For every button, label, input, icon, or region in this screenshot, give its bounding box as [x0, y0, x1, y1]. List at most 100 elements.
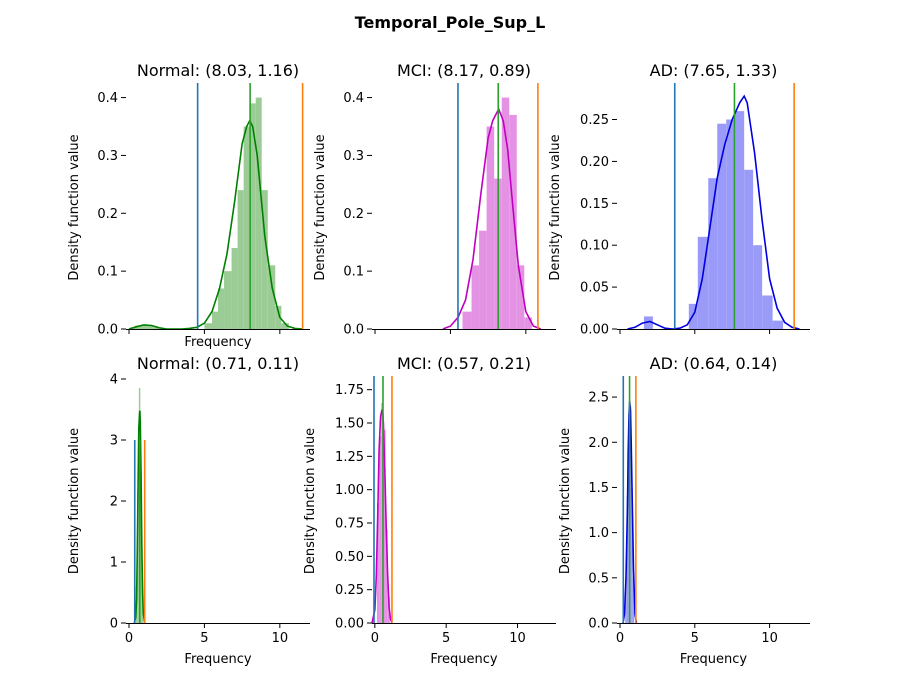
x-tick-label: 5	[691, 631, 699, 646]
y-tick-label: 4	[110, 373, 118, 388]
histogram-bar	[631, 487, 633, 623]
histogram-bar	[261, 190, 268, 329]
histogram-bar	[211, 311, 218, 329]
histogram-bar	[629, 406, 632, 623]
y-tick-label: 0.05	[580, 281, 609, 296]
x-tick-label: 0	[371, 631, 379, 646]
histogram-bar	[137, 488, 139, 623]
histogram-bar	[708, 178, 718, 329]
histogram-bar	[243, 126, 250, 329]
histogram-bar	[625, 577, 627, 623]
histogram-bar	[218, 288, 225, 329]
y-tick-label: 1	[110, 556, 118, 571]
histogram-bar	[237, 190, 244, 329]
kde-curve	[128, 118, 303, 330]
histogram-bar	[141, 324, 148, 329]
subplot-normal-top: 0.0 0.1 0.2 0.3 0.4 Normal: (8.03, 1.16) Frequ…	[67, 61, 310, 350]
histogram-bar	[735, 111, 745, 329]
histogram-bar	[376, 503, 380, 623]
histogram-bar	[385, 529, 388, 623]
y-axis-label: Density function value	[303, 428, 318, 574]
subplot-title: MCI: (8.17, 0.89)	[397, 61, 531, 80]
y-axis-label: Density function value	[313, 134, 328, 280]
histogram-bar	[383, 429, 386, 623]
x-tick-label: 5	[442, 631, 450, 646]
histogram-bar	[697, 236, 709, 329]
x-tick-label: 10	[272, 631, 289, 646]
x-tick-label: 5	[200, 631, 208, 646]
x-tick-label: 10	[761, 631, 778, 646]
histogram-bar	[267, 265, 276, 329]
subplot-mci-bottom: 0.00 0.25 0.50 0.75 1.00 1.25 1.50 1.75 0 5 10 MCI:…	[303, 354, 556, 667]
y-tick-label: 0.0	[97, 323, 118, 338]
y-tick-label: 2.5	[588, 391, 609, 406]
subplot-title: Normal: (8.03, 1.16)	[137, 61, 299, 80]
y-tick-label: 0.2	[97, 207, 118, 222]
y-tick-label: 3	[110, 434, 118, 449]
histogram-bar	[501, 97, 510, 329]
y-tick-label: 0.3	[97, 149, 118, 164]
y-tick-label: 0.5	[588, 571, 609, 586]
y-axis-label: Density function value	[548, 134, 563, 280]
subplot-title: MCI: (0.57, 0.21)	[397, 354, 531, 373]
histogram-bar	[632, 577, 635, 623]
subplot-title: AD: (0.64, 0.14)	[650, 354, 778, 373]
subplot-mci-top: 0.0 0.1 0.2 0.3 0.4 MCI: (8.17, 0.89) Density …	[313, 61, 556, 338]
y-tick-label: 0.15	[580, 197, 609, 212]
y-tick-label: 0.2	[343, 207, 364, 222]
y-axis-label: Density function value	[67, 134, 82, 280]
x-axis-label: Frequency	[184, 652, 251, 667]
x-axis-label: Frequency	[430, 652, 497, 667]
histogram-bar	[688, 303, 698, 329]
y-tick-label: 0.75	[335, 517, 364, 532]
y-tick-label: 1.25	[335, 450, 364, 465]
kde-curve	[133, 410, 146, 624]
y-tick-label: 0.4	[97, 91, 118, 106]
y-tick-label: 0.25	[580, 113, 609, 128]
histogram-bar	[249, 103, 256, 329]
histogram-bar	[379, 436, 382, 623]
histogram-bar	[486, 126, 495, 329]
y-tick-label: 1.50	[335, 417, 364, 432]
y-tick-label: 0.00	[335, 617, 364, 632]
subplot-title: AD: (7.65, 1.33)	[650, 61, 778, 80]
y-tick-label: 2.0	[588, 436, 609, 451]
y-tick-label: 2	[110, 495, 118, 510]
y-tick-label: 0.3	[343, 149, 364, 164]
histogram-bar	[281, 323, 289, 329]
histogram-bar	[275, 305, 282, 329]
y-tick-label: 0.4	[343, 91, 364, 106]
histogram-bar	[509, 114, 517, 329]
y-tick-label: 0	[110, 617, 118, 632]
x-axis-label: Frequency	[680, 652, 747, 667]
histogram-bar	[516, 265, 525, 329]
histogram-bar	[726, 119, 736, 329]
y-tick-label: 1.75	[335, 383, 364, 398]
y-tick-label: 1.0	[588, 526, 609, 541]
y-tick-label: 1.5	[588, 481, 609, 496]
histogram-bar	[524, 317, 532, 329]
subplot-normal-bottom: 0 1 2 3 4 0 5 10 Normal: (0.71, 0.11) Frequency De…	[67, 354, 310, 667]
histogram-bar	[147, 325, 154, 329]
y-tick-label: 0.10	[580, 239, 609, 254]
histogram-bar	[717, 123, 727, 329]
y-tick-label: 0.00	[580, 323, 609, 338]
y-axis-label: Density function value	[558, 428, 573, 574]
y-tick-label: 0.0	[588, 617, 609, 632]
histogram-bar	[762, 295, 773, 329]
kde-curve	[627, 94, 800, 330]
x-tick-label: 0	[616, 631, 624, 646]
x-tick-label: 10	[509, 631, 526, 646]
subplot-ad-bottom: 0.0 0.5 1.0 1.5 2.0 2.5 0 5 10 AD: (0.64, 0.14) Fr…	[558, 354, 810, 667]
y-tick-label: 0.0	[343, 323, 364, 338]
histogram-bar	[135, 325, 142, 329]
y-tick-label: 0.1	[343, 265, 364, 280]
subplot-title: Normal: (0.71, 0.11)	[137, 354, 299, 373]
histogram-bar	[744, 169, 754, 329]
histogram-bar	[255, 97, 262, 329]
figure-title: Temporal_Pole_Sup_L	[355, 13, 546, 32]
histogram-bar	[772, 320, 784, 329]
kde-curve	[442, 107, 542, 330]
histogram-bar	[471, 265, 480, 329]
